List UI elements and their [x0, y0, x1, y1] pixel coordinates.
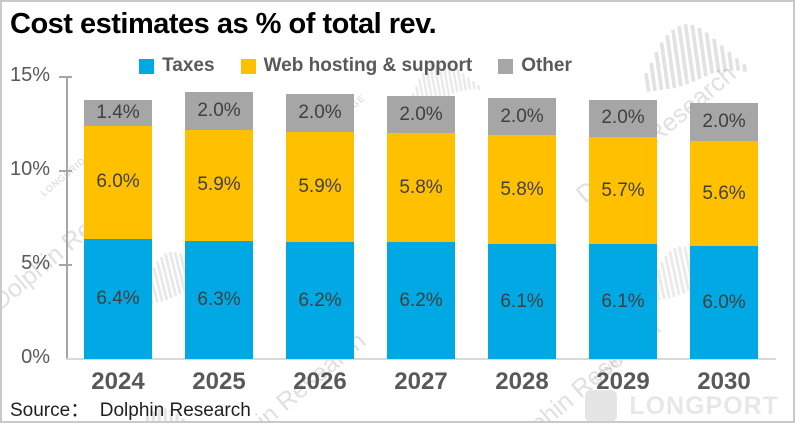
y-axis-tick — [59, 76, 72, 78]
y-axis-line — [66, 77, 68, 360]
bar-2027[interactable]: 2.0% 5.8% 6.2% 2027 — [387, 95, 455, 395]
segment-web-hosting-support[interactable]: 5.8% — [387, 133, 455, 243]
segment-other[interactable]: 2.0% — [185, 92, 253, 130]
segment-taxes[interactable]: 6.1% — [488, 244, 556, 359]
plot-area: 1.4% 6.0% 6.4% 2024 2.0% 5.9% 6.3% 2025 2.0% 5.9%… — [84, 77, 758, 395]
source-note: Source： Dolphin Research — [10, 400, 251, 421]
bar-2030[interactable]: 2.0% 5.6% 6.0% 2030 — [690, 103, 758, 395]
segment-other[interactable]: 2.0% — [488, 97, 556, 136]
segment-taxes[interactable]: 6.2% — [286, 242, 354, 359]
segment-taxes[interactable]: 6.1% — [589, 244, 657, 359]
y-axis-label: 15% — [9, 64, 50, 86]
segment-web-hosting-support[interactable]: 5.8% — [488, 135, 556, 245]
x-axis-label: 2027 — [394, 368, 448, 395]
segment-value-label: 2.0% — [197, 99, 241, 121]
segment-value-label: 2.0% — [702, 111, 746, 133]
x-axis-label: 2025 — [192, 368, 246, 395]
segment-value-label: 6.4% — [96, 287, 140, 309]
chart-title: Cost estimates as % of total rev. — [10, 8, 437, 40]
segment-value-label: 5.6% — [702, 182, 746, 204]
bar-2026[interactable]: 2.0% 5.9% 6.2% 2026 — [286, 93, 354, 395]
segment-web-hosting-support[interactable]: 5.6% — [690, 140, 758, 247]
x-axis-label: 2026 — [293, 368, 347, 395]
segment-other[interactable]: 1.4% — [84, 99, 152, 126]
segment-value-label: 6.3% — [197, 288, 241, 310]
web-hosting-swatch-icon — [240, 58, 256, 74]
segment-value-label: 6.0% — [702, 291, 746, 313]
segment-value-label: 5.9% — [298, 175, 342, 197]
y-axis-tick — [59, 170, 72, 172]
legend-label: Taxes — [162, 55, 215, 76]
y-axis-label: 5% — [21, 252, 50, 274]
segment-taxes[interactable]: 6.4% — [84, 238, 152, 359]
x-axis-label: 2028 — [495, 368, 549, 395]
x-axis-label: 2030 — [697, 368, 751, 395]
segment-value-label: 1.4% — [96, 101, 140, 123]
segment-web-hosting-support[interactable]: 5.9% — [286, 131, 354, 243]
legend-item-other[interactable]: Other — [498, 55, 572, 77]
legend-label: Other — [521, 55, 572, 76]
segment-value-label: 6.1% — [500, 290, 544, 312]
segment-web-hosting-support[interactable]: 5.9% — [185, 129, 253, 241]
segment-value-label: 5.8% — [500, 178, 544, 200]
legend-item-web-hosting[interactable]: Web hosting & support — [240, 55, 473, 77]
segment-other[interactable]: 2.0% — [387, 95, 455, 134]
bar-2025[interactable]: 2.0% 5.9% 6.3% 2025 — [185, 92, 253, 395]
segment-value-label: 6.2% — [298, 289, 342, 311]
segment-value-label: 5.8% — [399, 176, 443, 198]
y-axis-label: 0% — [21, 346, 50, 368]
bar-2024[interactable]: 1.4% 6.0% 6.4% 2024 — [84, 99, 152, 395]
segment-taxes[interactable]: 6.2% — [387, 242, 455, 359]
legend-item-taxes[interactable]: Taxes — [139, 55, 215, 77]
segment-value-label: 6.0% — [96, 171, 140, 193]
y-axis-tick — [59, 264, 72, 266]
legend-label: Web hosting & support — [263, 55, 473, 76]
segment-value-label: 2.0% — [601, 107, 645, 129]
segment-other[interactable]: 2.0% — [690, 103, 758, 141]
segment-value-label: 5.9% — [197, 174, 241, 196]
segment-value-label: 2.0% — [399, 103, 443, 125]
segment-value-label: 6.2% — [399, 289, 443, 311]
taxes-swatch-icon — [139, 58, 155, 74]
segment-taxes[interactable]: 6.3% — [185, 240, 253, 359]
segment-other[interactable]: 2.0% — [286, 93, 354, 132]
legend: Taxes Web hosting & support Other — [2, 55, 751, 77]
segment-value-label: 5.7% — [601, 179, 645, 201]
bar-2028[interactable]: 2.0% 5.8% 6.1% 2028 — [488, 97, 556, 395]
y-axis-label: 10% — [9, 158, 50, 180]
x-axis-label: 2029 — [596, 368, 650, 395]
segment-other[interactable]: 2.0% — [589, 99, 657, 138]
other-swatch-icon — [498, 58, 514, 74]
x-axis-line — [66, 358, 776, 360]
segment-taxes[interactable]: 6.0% — [690, 246, 758, 359]
segment-value-label: 2.0% — [298, 101, 342, 123]
segment-value-label: 6.1% — [601, 290, 645, 312]
segment-value-label: 2.0% — [500, 105, 544, 127]
bar-2029[interactable]: 2.0% 5.7% 6.1% 2029 — [589, 99, 657, 395]
segment-web-hosting-support[interactable]: 6.0% — [84, 125, 152, 239]
segment-web-hosting-support[interactable]: 5.7% — [589, 137, 657, 245]
x-axis-label: 2024 — [91, 368, 145, 395]
